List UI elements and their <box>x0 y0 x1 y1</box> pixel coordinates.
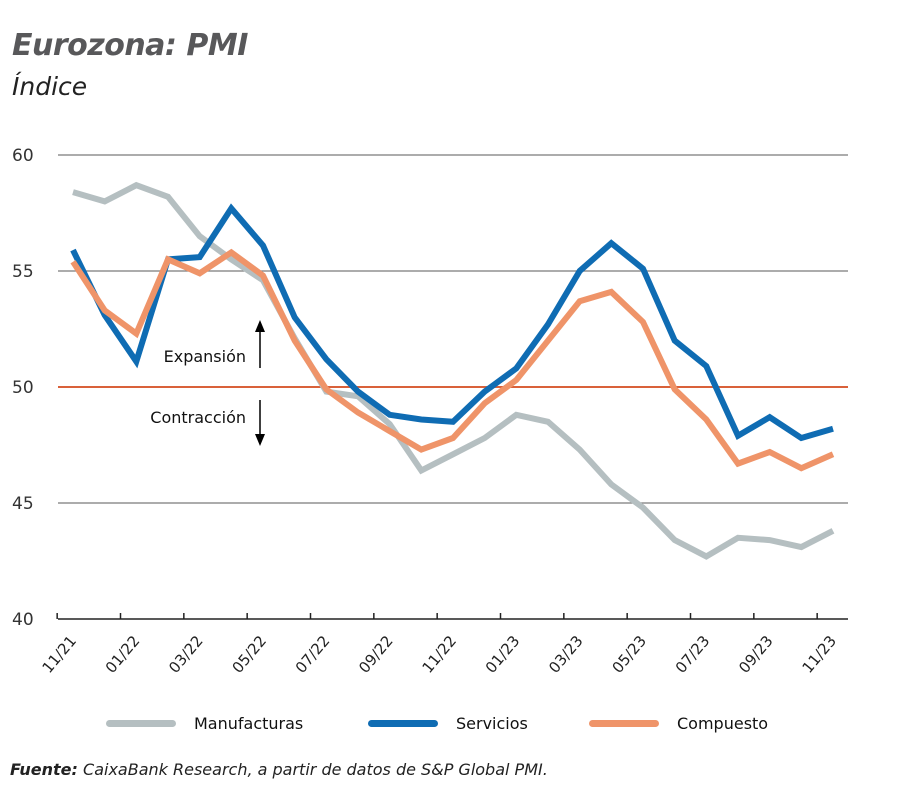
x-tick-label: 11/21 <box>38 632 80 677</box>
x-tick-label: 01/22 <box>102 632 144 677</box>
legend-label-manufacturas: Manufacturas <box>194 714 304 733</box>
source-text: CaixaBank Research, a partir de datos de… <box>77 760 548 779</box>
x-tick-label: 03/22 <box>165 632 207 677</box>
y-tick-label: 40 <box>12 610 34 630</box>
chart-subtitle: Índice <box>12 72 88 101</box>
x-tick-label: 09/23 <box>735 632 777 677</box>
annotation-expansion: Expansión <box>164 347 246 366</box>
series-lines <box>70 181 835 560</box>
pmi-line-chart: 40 45 50 55 60 11/21 01/22 03/22 05/22 07/22 09/2… <box>12 146 848 677</box>
x-tick-label: 05/22 <box>228 632 270 677</box>
x-tick-label: 09/22 <box>355 632 397 677</box>
y-tick-label: 60 <box>12 146 34 166</box>
source-label: Fuente: <box>10 760 78 779</box>
y-axis-ticks: 40 45 50 55 60 <box>12 146 34 630</box>
x-tick-label: 07/23 <box>672 632 714 677</box>
series-line-servicios <box>70 203 834 442</box>
y-tick-label: 55 <box>12 262 34 282</box>
legend-swatch-manufacturas <box>106 720 176 727</box>
series-line-compuesto <box>70 248 835 472</box>
legend-item-compuesto: Compuesto <box>589 714 768 733</box>
x-tick-label: 03/23 <box>545 632 587 677</box>
arrow-up-head-icon <box>255 320 265 332</box>
series-line-manufacturas <box>72 181 835 560</box>
source-note: Fuente: CaixaBank Research, a partir de … <box>10 760 548 779</box>
x-tick-label: 05/23 <box>608 632 650 677</box>
legend-item-servicios: Servicios <box>368 714 528 733</box>
x-axis: 11/21 01/22 03/22 05/22 07/22 09/22 11/22 01/23… <box>38 613 848 677</box>
x-tick-label: 11/23 <box>798 632 840 677</box>
chart-title: Eurozona: PMI <box>12 28 248 63</box>
y-tick-label: 50 <box>12 378 34 398</box>
x-tick-label: 01/23 <box>482 632 524 677</box>
legend-label-servicios: Servicios <box>456 714 528 733</box>
legend-item-manufacturas: Manufacturas <box>106 714 303 733</box>
legend-swatch-compuesto <box>589 720 659 727</box>
legend-swatch-servicios <box>368 720 438 727</box>
x-tick-label: 11/22 <box>418 632 460 677</box>
annotations: Expansión Contracción <box>150 320 265 446</box>
x-tick-label: 07/22 <box>292 632 334 677</box>
annotation-contraccion: Contracción <box>150 408 246 427</box>
arrow-down-head-icon <box>255 434 265 446</box>
legend: Manufacturas Servicios Compuesto <box>0 714 900 738</box>
y-tick-label: 45 <box>12 494 34 514</box>
legend-label-compuesto: Compuesto <box>677 714 769 733</box>
